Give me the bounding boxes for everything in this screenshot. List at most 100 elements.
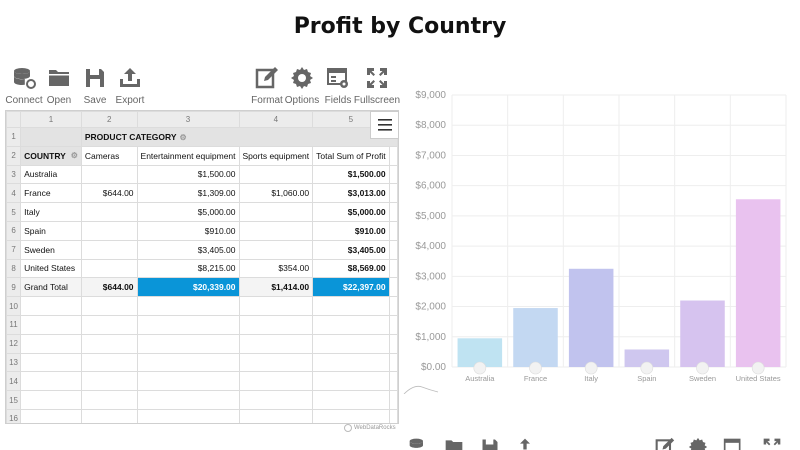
cameras-cell[interactable]: [80, 239, 138, 260]
y-tick-label: $3,000: [415, 271, 446, 282]
entertainment-cell[interactable]: $3,405.00: [136, 239, 240, 260]
chart-y-axis: $0.00 $1,000 $2,000 $3,000 $4,000 $5,000 $6,00…: [415, 90, 446, 373]
save-button[interactable]: Save: [71, 66, 119, 106]
gear-icon[interactable]: ⚙: [179, 132, 187, 142]
open-label: Open: [46, 95, 72, 106]
bar-sweden[interactable]: [680, 300, 725, 367]
y-tick-label: $5,000: [415, 211, 446, 222]
export-icon[interactable]: [515, 437, 535, 450]
database-icon[interactable]: [408, 437, 428, 450]
table-row: 6 Spain $910.00 $910.00: [6, 220, 398, 241]
y-tick-label: $4,000: [415, 241, 446, 252]
total-cell[interactable]: $910.00: [312, 220, 390, 241]
sports-cell[interactable]: [238, 164, 314, 185]
fullscreen-icon: [367, 68, 387, 88]
connect-label: Connect: [5, 95, 43, 106]
save-icon: [86, 69, 104, 87]
save-label: Save: [83, 95, 107, 106]
chart-gridlines: [451, 94, 787, 368]
bar-spain[interactable]: [624, 349, 670, 367]
connect-button[interactable]: Connect: [0, 66, 48, 106]
format-label: Format: [251, 95, 283, 106]
scroll-hint-line: [403, 385, 439, 394]
format-icon[interactable]: [655, 437, 675, 450]
total-cell[interactable]: $1,500.00: [312, 164, 390, 185]
column-label-sports[interactable]: Sports equipment: [238, 145, 314, 166]
table-row: 1 PRODUCT CATEGORY ⚙: [6, 127, 398, 147]
grand-total-total[interactable]: $22,397.00: [312, 277, 390, 298]
entertainment-cell[interactable]: $1,309.00: [136, 183, 240, 204]
sports-cell[interactable]: $354.00: [238, 258, 314, 279]
open-button[interactable]: Open: [35, 66, 83, 106]
category-header[interactable]: PRODUCT CATEGORY ⚙: [80, 127, 398, 147]
row-number: 7: [6, 239, 22, 260]
folder-icon[interactable]: [444, 437, 464, 450]
options-label: Options: [284, 95, 320, 106]
column-label-cameras[interactable]: Cameras: [80, 145, 138, 166]
grand-total-entertainment[interactable]: $20,339.00: [136, 277, 240, 298]
column-header[interactable]: 4: [238, 111, 314, 128]
cameras-cell[interactable]: [80, 164, 138, 185]
cameras-cell[interactable]: $644.00: [80, 183, 138, 204]
grand-total-sports[interactable]: $1,414.00: [238, 277, 314, 298]
total-cell[interactable]: $3,013.00: [312, 183, 390, 204]
y-tick-label: $7,000: [415, 150, 446, 161]
country-flag-icon: [696, 361, 709, 375]
gear-icon[interactable]: ⚙: [70, 150, 78, 160]
export-button[interactable]: Export: [106, 66, 154, 106]
country-flag-icon: [529, 361, 542, 375]
cameras-cell[interactable]: [80, 202, 138, 222]
entertainment-cell[interactable]: $8,215.00: [136, 258, 240, 279]
save-icon[interactable]: [480, 437, 500, 450]
country-flag-icon: [640, 361, 654, 375]
bar-france[interactable]: [513, 308, 558, 367]
entertainment-cell[interactable]: $5,000.00: [136, 202, 240, 222]
hamburger-icon: [377, 119, 392, 131]
grand-total-label[interactable]: Grand Total: [20, 277, 82, 298]
column-header[interactable]: 1: [20, 111, 82, 128]
fields-button[interactable]: Fields: [314, 66, 362, 106]
country-cell[interactable]: Spain: [20, 220, 82, 241]
grand-total-cameras[interactable]: $644.00: [80, 277, 138, 298]
column-header[interactable]: 2: [80, 111, 138, 128]
fullscreen-label: Fullscreen: [353, 95, 401, 106]
sports-cell[interactable]: [238, 239, 314, 260]
country-cell[interactable]: United States: [20, 258, 82, 279]
x-tick-label: France: [524, 374, 547, 383]
country-cell[interactable]: Sweden: [20, 239, 82, 260]
row-number: 4: [6, 183, 22, 204]
fields-icon[interactable]: [723, 437, 743, 450]
bar-italy[interactable]: [568, 268, 614, 367]
cameras-cell[interactable]: [80, 258, 138, 279]
sports-cell[interactable]: [238, 202, 314, 222]
column-label-entertainment[interactable]: Entertainment equipment: [136, 145, 240, 166]
column-label-total[interactable]: Total Sum of Profit: [312, 145, 390, 166]
empty-row: 11: [6, 314, 398, 335]
total-cell[interactable]: $3,405.00: [312, 239, 390, 260]
entertainment-cell[interactable]: $910.00: [136, 220, 240, 241]
bar-united-states[interactable]: [735, 199, 781, 367]
options-button[interactable]: Options: [278, 66, 326, 106]
cameras-cell[interactable]: [80, 220, 138, 241]
row-number: 9: [6, 277, 22, 298]
fullscreen-button[interactable]: Fullscreen: [353, 66, 401, 106]
gear-icon[interactable]: [688, 437, 708, 450]
sports-cell[interactable]: [238, 220, 314, 241]
column-header[interactable]: 3: [136, 111, 240, 128]
total-cell[interactable]: $8,569.00: [312, 258, 390, 279]
total-cell[interactable]: $5,000.00: [312, 202, 390, 222]
database-icon: [14, 68, 36, 89]
x-tick-label: Sweden: [689, 374, 716, 383]
country-cell[interactable]: Australia: [20, 164, 82, 185]
entertainment-cell[interactable]: $1,500.00: [136, 164, 240, 185]
empty-row: 16: [6, 408, 398, 423]
fullscreen-icon[interactable]: [762, 437, 782, 450]
format-button[interactable]: Format: [243, 66, 291, 106]
row-number: 1: [6, 127, 22, 147]
country-cell[interactable]: France: [20, 183, 82, 204]
country-header[interactable]: COUNTRY ⚙: [20, 145, 82, 166]
sports-cell[interactable]: $1,060.00: [238, 183, 314, 204]
table-row: 7 Sweden $3,405.00 $3,405.00: [6, 239, 398, 260]
country-cell[interactable]: Italy: [20, 202, 82, 222]
grid-menu-button[interactable]: [370, 111, 399, 139]
